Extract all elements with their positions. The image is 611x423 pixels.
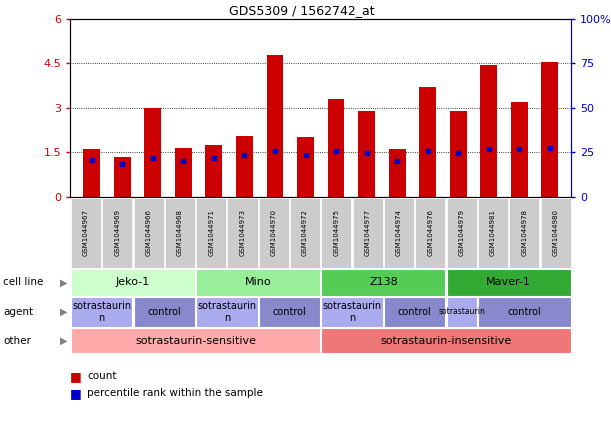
Bar xyxy=(236,136,253,197)
Text: GSM1044973: GSM1044973 xyxy=(240,209,246,256)
Text: GSM1044966: GSM1044966 xyxy=(145,209,152,256)
Text: sotrastaurin-sensitive: sotrastaurin-sensitive xyxy=(135,335,256,346)
Text: control: control xyxy=(147,307,181,317)
Bar xyxy=(480,65,497,197)
Text: ▶: ▶ xyxy=(60,277,67,287)
Bar xyxy=(83,149,100,197)
Text: GDS5309 / 1562742_at: GDS5309 / 1562742_at xyxy=(229,4,375,17)
Bar xyxy=(266,55,284,197)
Text: other: other xyxy=(3,335,31,346)
Bar xyxy=(450,111,467,197)
Text: count: count xyxy=(87,371,117,382)
Bar xyxy=(175,148,192,197)
Text: ▶: ▶ xyxy=(60,335,67,346)
Text: GSM1044980: GSM1044980 xyxy=(552,209,558,256)
Text: GSM1044979: GSM1044979 xyxy=(459,209,465,256)
Text: agent: agent xyxy=(3,307,33,317)
Text: Jeko-1: Jeko-1 xyxy=(115,277,150,287)
Text: GSM1044975: GSM1044975 xyxy=(334,209,340,256)
Text: sotrastaurin
n: sotrastaurin n xyxy=(197,301,257,323)
Text: GSM1044981: GSM1044981 xyxy=(490,209,496,256)
Text: GSM1044969: GSM1044969 xyxy=(114,209,120,256)
Text: percentile rank within the sample: percentile rank within the sample xyxy=(87,388,263,398)
Text: sotrastaurin-insensitive: sotrastaurin-insensitive xyxy=(381,335,511,346)
Text: GSM1044970: GSM1044970 xyxy=(271,209,277,256)
Bar xyxy=(297,137,314,197)
Text: GSM1044972: GSM1044972 xyxy=(302,209,308,256)
Text: Mino: Mino xyxy=(245,277,271,287)
Bar xyxy=(541,62,558,197)
Text: ■: ■ xyxy=(70,387,82,400)
Text: sotrastaurin
n: sotrastaurin n xyxy=(72,301,131,323)
Text: GSM1044977: GSM1044977 xyxy=(365,209,371,256)
Text: sotrastaurin
n: sotrastaurin n xyxy=(323,301,382,323)
Text: control: control xyxy=(398,307,431,317)
Text: cell line: cell line xyxy=(3,277,43,287)
Bar xyxy=(511,102,528,197)
Bar xyxy=(114,157,131,197)
Text: control: control xyxy=(273,307,306,317)
Bar xyxy=(205,145,222,197)
Bar xyxy=(144,108,161,197)
Text: Maver-1: Maver-1 xyxy=(486,277,531,287)
Bar xyxy=(389,149,406,197)
Text: control: control xyxy=(508,307,541,317)
Bar xyxy=(419,87,436,197)
Text: GSM1044976: GSM1044976 xyxy=(427,209,433,256)
Text: GSM1044974: GSM1044974 xyxy=(396,209,402,256)
Text: GSM1044978: GSM1044978 xyxy=(521,209,527,256)
Bar xyxy=(358,111,375,197)
Text: GSM1044967: GSM1044967 xyxy=(83,209,89,256)
Text: GSM1044968: GSM1044968 xyxy=(177,209,183,256)
Text: GSM1044971: GSM1044971 xyxy=(208,209,214,256)
Text: Z138: Z138 xyxy=(369,277,398,287)
Text: sotrastaurin: sotrastaurin xyxy=(438,308,485,316)
Text: ■: ■ xyxy=(70,370,82,383)
Bar xyxy=(327,99,345,197)
Text: ▶: ▶ xyxy=(60,307,67,317)
